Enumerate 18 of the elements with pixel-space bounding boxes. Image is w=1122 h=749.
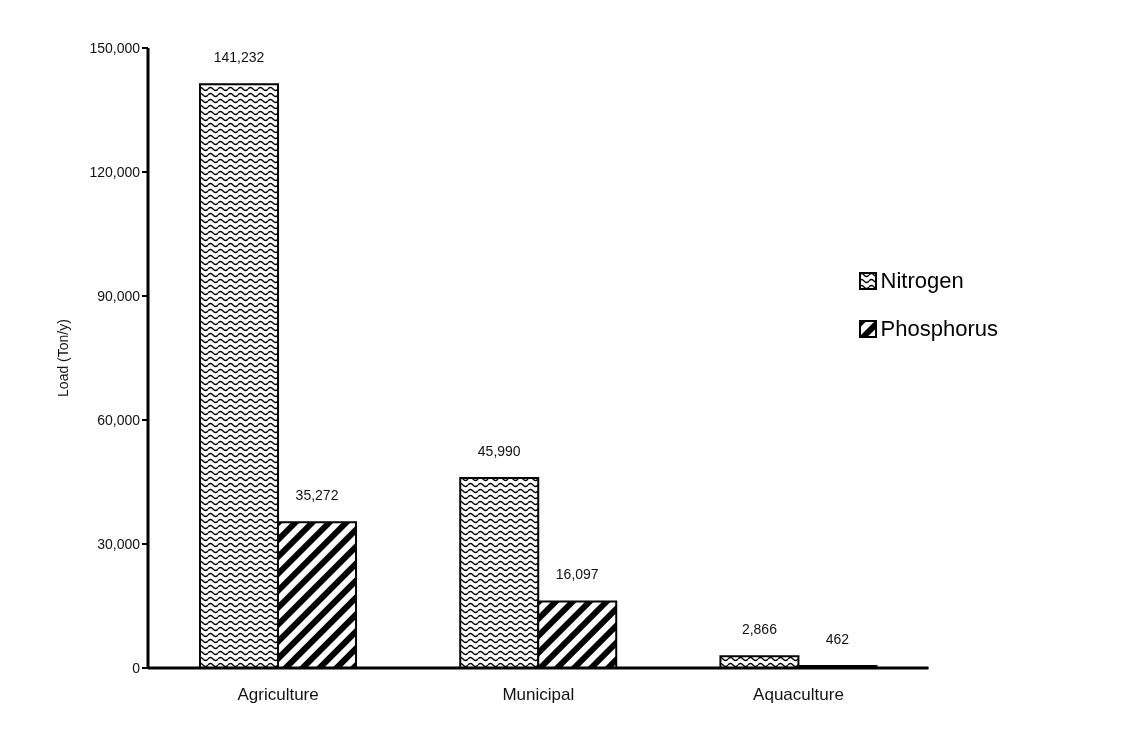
data-label: 35,272 [295,487,339,504]
x-tick-label: Municipal [502,685,575,705]
y-tick-label: 0 [132,659,141,676]
legend-label: Phosphorus [880,316,998,342]
y-tick-label: 30,000 [97,535,141,552]
data-label: 45,990 [477,442,521,459]
data-label: 2,866 [741,621,778,638]
data-label: 16,097 [555,566,599,583]
x-tick-label: Agriculture [237,685,319,705]
x-tick-label: Aquaculture [753,685,844,705]
y-tick-label: 120,000 [89,163,141,180]
legend-label: Nitrogen [880,268,964,294]
y-axis-title: Load (Ton/y) [54,319,71,397]
y-tick-label: 150,000 [89,39,141,56]
y-tick-label: 90,000 [97,287,141,304]
data-label: 462 [825,631,850,648]
y-tick-label: 60,000 [97,411,141,428]
data-label: 141,232 [213,49,265,66]
